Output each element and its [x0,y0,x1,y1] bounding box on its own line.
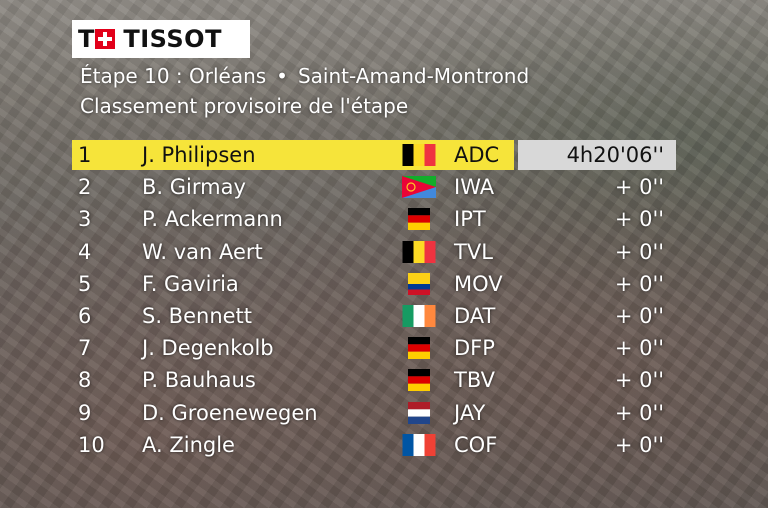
team-code: IPT [454,207,486,232]
france-flag-icon [402,433,436,456]
result-row: 8 P. Bauhaus TBV + 0'' [72,365,676,395]
rider-name: D. Groenewegen [142,400,318,425]
rider-name: J. Philipsen [142,143,256,167]
rank: 9 [78,400,92,425]
leader-highlight-bar [72,140,514,170]
logo-wordmark: TISSOT [123,25,222,53]
rank: 3 [78,207,92,232]
stage-label: Étape 10 : Orléans [80,64,267,88]
colombia-flag-icon [402,272,436,295]
time-gap: + 0'' [614,432,664,457]
result-row: 10 A. Zingle COF + 0'' [72,430,676,460]
leader-time: 4h20'06'' [566,143,664,167]
rider-name: P. Bauhaus [142,368,256,393]
result-row: 7 J. Degenkolb DFP + 0'' [72,333,676,363]
rider-name: A. Zingle [142,432,235,457]
time-gap: + 0'' [614,207,664,232]
result-row: 2 B. Girmay IWA + 0'' [72,172,676,202]
germany-flag-icon [402,337,436,360]
result-row: 3 P. Ackermann IPT + 0'' [72,204,676,234]
swiss-cross-icon [95,29,116,49]
tissot-logo: T TISSOT [72,20,250,58]
rank: 4 [78,239,92,264]
time-gap: + 0'' [614,271,664,296]
rank: 10 [78,432,105,457]
team-code: TVL [454,239,493,264]
netherlands-flag-icon [402,401,436,424]
result-row: 4 W. van Aert TVL + 0'' [72,237,676,267]
rider-name: J. Degenkolb [142,336,274,361]
team-code: IWA [454,175,495,200]
belgium-flag-icon [402,240,436,263]
ireland-flag-icon [402,305,436,327]
result-row: 6 S. Bennett DAT + 0'' [72,301,676,331]
time-gap: + 0'' [614,336,664,361]
classification-subtitle: Classement provisoire de l'étape [80,94,409,118]
rank: 2 [78,175,92,200]
time-gap: + 0'' [614,175,664,200]
rank: 5 [78,271,92,296]
time-gap: + 0'' [614,400,664,425]
time-gap: + 0'' [614,368,664,393]
germany-flag-icon [402,369,436,392]
time-gap: + 0'' [614,239,664,264]
result-row: 5 F. Gaviria MOV + 0'' [72,269,676,299]
rider-name: B. Girmay [142,175,246,200]
tissot-t-cross-mark: T [78,27,117,51]
eritrea-flag-icon [402,176,436,199]
rank: 6 [78,304,92,328]
rider-name: W. van Aert [142,239,263,264]
team-code: ADC [454,143,500,167]
leader-row: 1 J. Philipsen ADC 4h20'06'' [72,140,676,170]
team-code: JAY [454,400,486,425]
result-row: 9 D. Groenewegen JAY + 0'' [72,398,676,428]
rider-name: S. Bennett [142,304,253,328]
rank: 1 [78,143,92,167]
germany-flag-icon [402,208,436,231]
team-code: COF [454,432,498,457]
team-code: DAT [454,304,496,328]
rank: 7 [78,336,92,361]
stage-destination: Saint-Amand-Montrond [297,64,530,88]
belgium-flag-icon [402,144,436,166]
time-gap: + 0'' [614,304,664,328]
team-code: DFP [454,336,495,361]
rider-name: F. Gaviria [142,271,239,296]
rider-name: P. Ackermann [142,207,283,232]
leader-time-box [518,140,676,170]
rank: 8 [78,368,92,393]
title-separator: • [276,64,288,88]
team-code: MOV [454,271,503,296]
stage-title: Étape 10 : Orléans • Saint-Amand-Montrond [80,64,529,88]
team-code: TBV [454,368,495,393]
